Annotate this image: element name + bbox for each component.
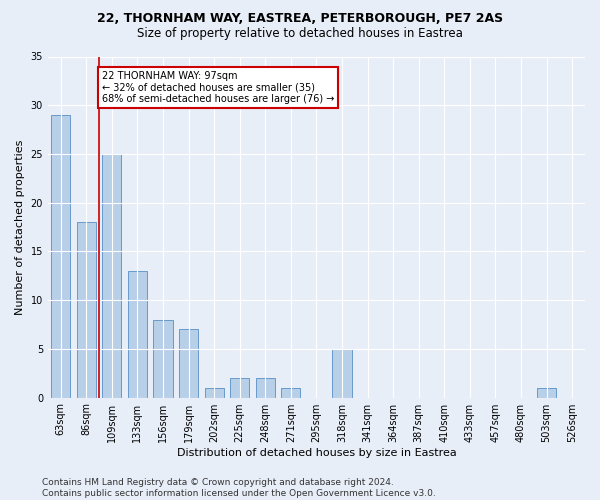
Bar bbox=[77, 222, 96, 398]
Bar bbox=[537, 388, 556, 398]
Y-axis label: Number of detached properties: Number of detached properties bbox=[15, 140, 25, 314]
Bar bbox=[179, 330, 198, 398]
Text: 22 THORNHAM WAY: 97sqm
← 32% of detached houses are smaller (35)
68% of semi-det: 22 THORNHAM WAY: 97sqm ← 32% of detached… bbox=[101, 71, 334, 104]
Bar bbox=[102, 154, 121, 398]
Bar bbox=[154, 320, 173, 398]
X-axis label: Distribution of detached houses by size in Eastrea: Distribution of detached houses by size … bbox=[176, 448, 457, 458]
Bar bbox=[128, 271, 147, 398]
Text: Contains HM Land Registry data © Crown copyright and database right 2024.
Contai: Contains HM Land Registry data © Crown c… bbox=[42, 478, 436, 498]
Bar bbox=[332, 349, 352, 398]
Bar bbox=[256, 378, 275, 398]
Bar bbox=[205, 388, 224, 398]
Text: 22, THORNHAM WAY, EASTREA, PETERBOROUGH, PE7 2AS: 22, THORNHAM WAY, EASTREA, PETERBOROUGH,… bbox=[97, 12, 503, 26]
Bar bbox=[230, 378, 250, 398]
Bar bbox=[51, 115, 70, 398]
Bar bbox=[281, 388, 301, 398]
Text: Size of property relative to detached houses in Eastrea: Size of property relative to detached ho… bbox=[137, 28, 463, 40]
